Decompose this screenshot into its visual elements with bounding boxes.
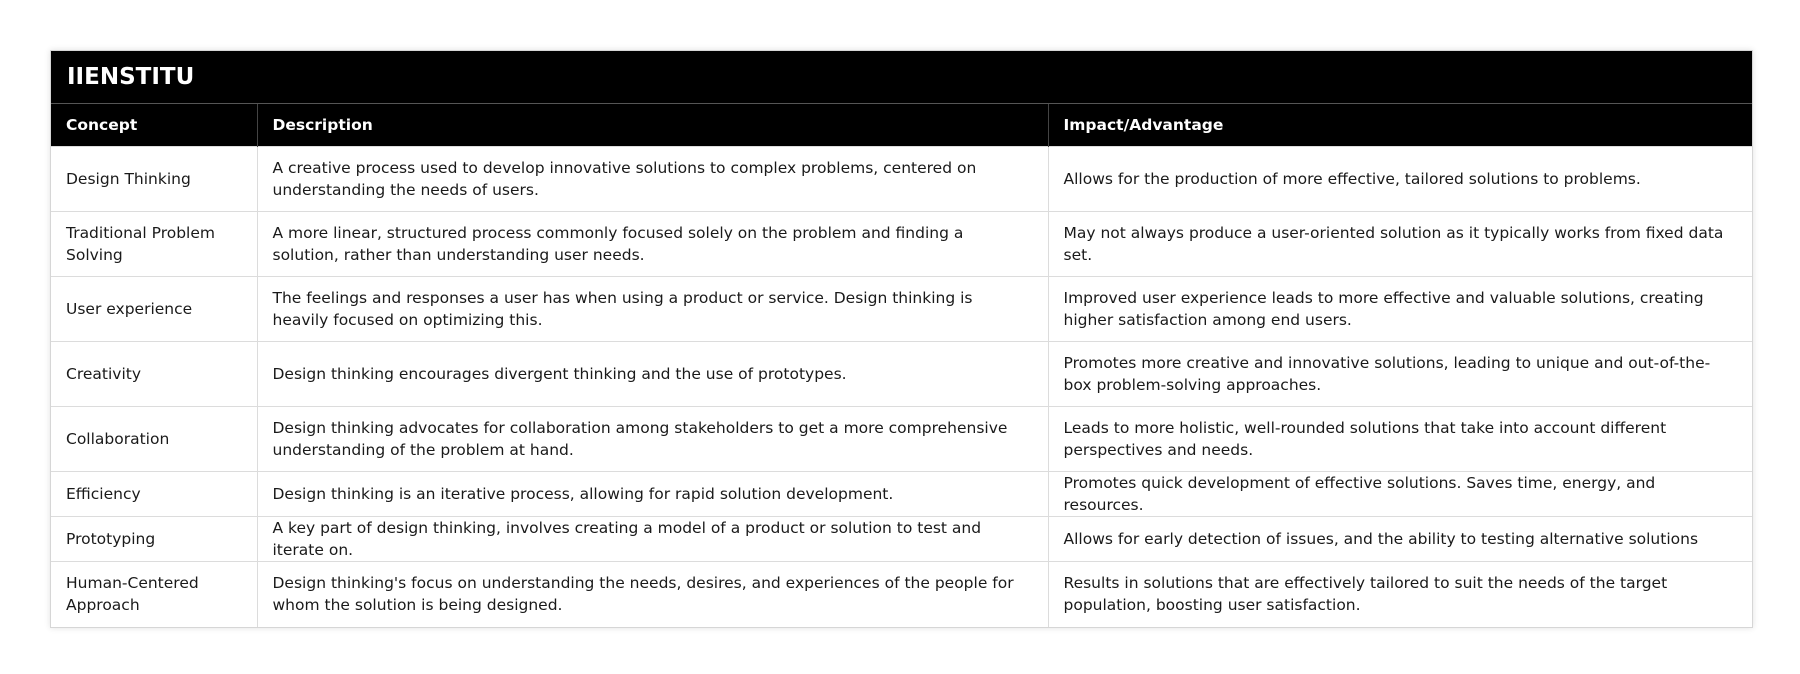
concept-table: Concept Description Impact/Advantage Des…: [51, 104, 1752, 627]
cell-impact: Results in solutions that are effectivel…: [1047, 561, 1752, 627]
cell-description: The feelings and responses a user has wh…: [256, 276, 1048, 342]
cell-concept: Prototyping: [51, 516, 257, 562]
cell-description: Design thinking's focus on understanding…: [256, 561, 1048, 627]
table-row: Design Thinking A creative process used …: [51, 146, 1752, 212]
cell-description: A creative process used to develop innov…: [256, 146, 1048, 212]
cell-description: A more linear, structured process common…: [256, 211, 1048, 277]
cell-impact: Leads to more holistic, well-rounded sol…: [1047, 406, 1752, 472]
cell-impact: May not always produce a user-oriented s…: [1047, 211, 1752, 277]
cell-concept: Collaboration: [51, 406, 257, 472]
table-row: Collaboration Design thinking advocates …: [51, 406, 1752, 472]
column-header-description: Description: [256, 104, 1048, 147]
concept-table-card: IIENSTITU Concept Description Impact/Adv…: [50, 50, 1753, 628]
cell-concept: Human-Centered Approach: [51, 561, 257, 627]
table-row: Human-Centered Approach Design thinking'…: [51, 561, 1752, 627]
column-header-concept: Concept: [51, 104, 257, 147]
cell-concept: Design Thinking: [51, 146, 257, 212]
table-row: Traditional Problem Solving A more linea…: [51, 211, 1752, 277]
table-row: Creativity Design thinking encourages di…: [51, 341, 1752, 407]
cell-description: Design thinking encourages divergent thi…: [256, 341, 1048, 407]
cell-description: A key part of design thinking, involves …: [256, 516, 1048, 562]
table-row: User experience The feelings and respons…: [51, 276, 1752, 342]
cell-impact: Improved user experience leads to more e…: [1047, 276, 1752, 342]
table-brand-title: IIENSTITU: [51, 51, 1752, 104]
cell-concept: Efficiency: [51, 471, 257, 517]
cell-concept: Creativity: [51, 341, 257, 407]
cell-description: Design thinking advocates for collaborat…: [256, 406, 1048, 472]
cell-impact: Promotes more creative and innovative so…: [1047, 341, 1752, 407]
cell-impact: Promotes quick development of effective …: [1047, 471, 1752, 517]
cell-description: Design thinking is an iterative process,…: [256, 471, 1048, 517]
table-row: Prototyping A key part of design thinkin…: [51, 516, 1752, 562]
cell-impact: Allows for early detection of issues, an…: [1047, 516, 1752, 562]
column-header-impact: Impact/Advantage: [1047, 104, 1752, 147]
cell-concept: User experience: [51, 276, 257, 342]
cell-impact: Allows for the production of more effect…: [1047, 146, 1752, 212]
cell-concept: Traditional Problem Solving: [51, 211, 257, 277]
table-header-row: Concept Description Impact/Advantage: [51, 104, 1752, 147]
table-row: Efficiency Design thinking is an iterati…: [51, 471, 1752, 517]
